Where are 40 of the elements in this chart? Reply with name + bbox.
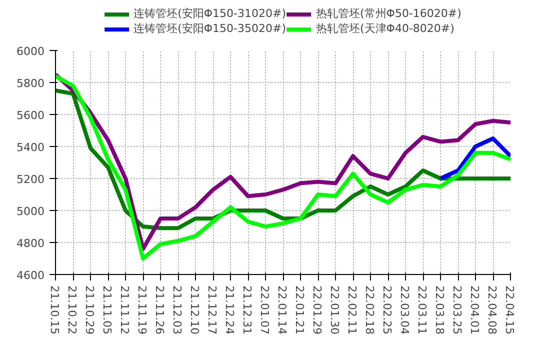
x-tick-label: 21.12.24 bbox=[223, 286, 236, 334]
x-tick-label: 22.01.21 bbox=[293, 286, 306, 334]
x-tick-label: 21.10.22 bbox=[66, 286, 78, 334]
x-tick-label: 22.04.08 bbox=[486, 286, 498, 334]
y-tick-label: 4600 bbox=[16, 269, 45, 282]
y-tick-label: 4800 bbox=[16, 237, 45, 250]
x-tick-label: 22.01.14 bbox=[276, 286, 288, 334]
y-tick-label: 6000 bbox=[16, 45, 45, 58]
x-tick-label: 22.01.30 bbox=[328, 286, 341, 334]
y-tick-label: 5600 bbox=[16, 109, 45, 122]
x-tick-label: 21.12.31 bbox=[240, 286, 254, 334]
x-tick-label: 22.02.25 bbox=[380, 286, 394, 334]
x-tick-label: 22.02.18 bbox=[363, 286, 376, 334]
x-tick-label: 21.11.05 bbox=[100, 286, 114, 334]
x-tick-label: 22.03.25 bbox=[450, 286, 464, 334]
legend-label: 连铸管坯(安阳Φ150-35020#) bbox=[134, 21, 286, 36]
x-tick-label: 22.03.04 bbox=[398, 286, 411, 334]
y-tick-label: 5800 bbox=[16, 77, 45, 90]
y-tick-label: 5000 bbox=[16, 205, 45, 218]
y-tick-label: 5200 bbox=[16, 173, 45, 186]
x-tick-label: 22.03.18 bbox=[433, 286, 446, 334]
x-tick-label: 21.12.17 bbox=[206, 286, 218, 334]
x-tick-label: 21.12.10 bbox=[188, 286, 201, 334]
x-tick-label: 21.12.03 bbox=[170, 286, 184, 334]
x-tick-label: 22.04.15 bbox=[503, 286, 516, 334]
x-tick-label: 22.02.11 bbox=[346, 286, 358, 334]
x-tick-label: 22.01.07 bbox=[258, 286, 271, 334]
x-tick-label: 21.11.26 bbox=[153, 286, 166, 334]
x-tick-label: 21.10.15 bbox=[48, 286, 61, 334]
x-tick-label: 22.01.29 bbox=[310, 286, 324, 334]
x-tick-label: 22.04.01 bbox=[468, 286, 481, 334]
x-tick-label: 21.11.12 bbox=[118, 286, 131, 334]
x-tick-label: 21.10.29 bbox=[83, 286, 96, 334]
legend-label: 热轧管坯(常州Φ50-16020#) bbox=[316, 6, 462, 21]
y-tick-label: 5400 bbox=[16, 141, 45, 154]
legend-label: 连铸管坯(安阳Φ150-31020#) bbox=[134, 6, 286, 21]
x-tick-label: 21.11.19 bbox=[136, 286, 148, 334]
legend-label: 热轧管坯(天津Φ40-8020#) bbox=[316, 21, 454, 36]
line-series bbox=[438, 136, 510, 180]
x-tick-label: 22.03.11 bbox=[416, 286, 428, 334]
